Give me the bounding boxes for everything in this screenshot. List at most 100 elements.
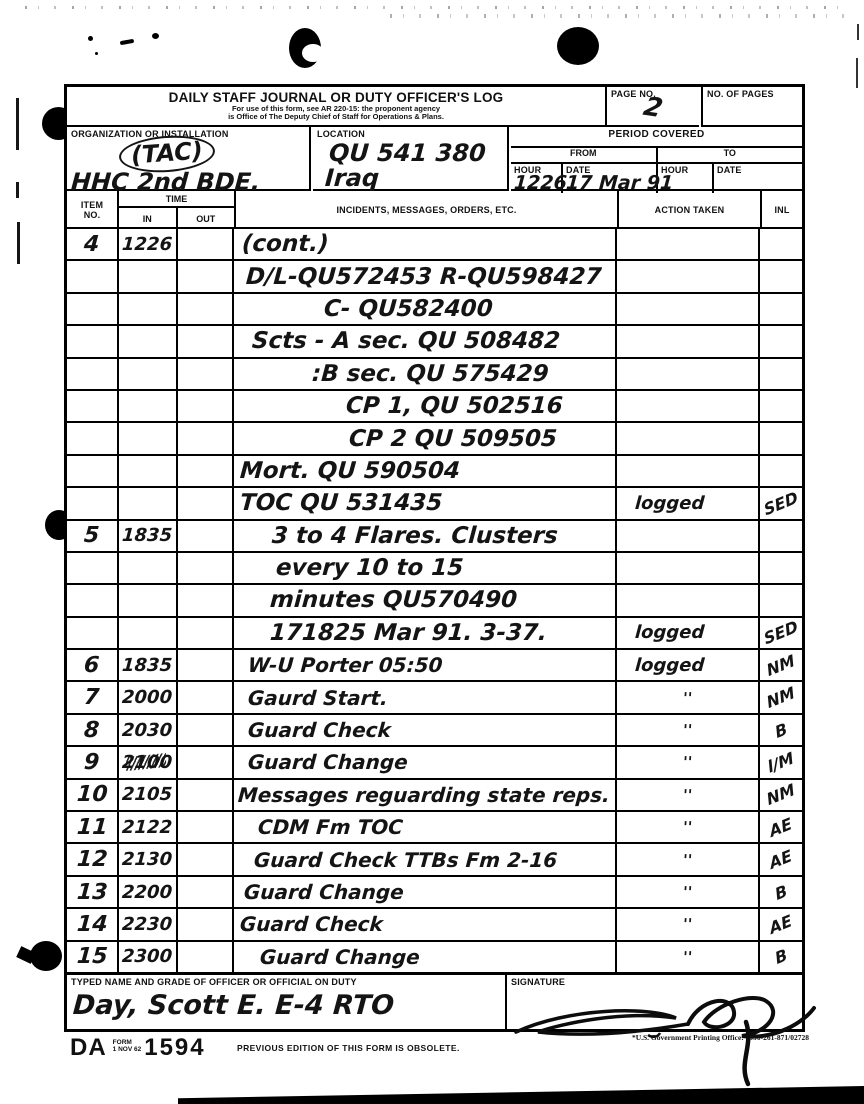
journal-rows: 4 1226 (cont.) D/L-QU572453 R-QU598427 C- QU… xyxy=(67,229,802,972)
incident-cell: Gaurd Start. xyxy=(234,682,617,713)
table-row: D/L-QU572453 R-QU598427 xyxy=(67,261,802,294)
initials-cell: B xyxy=(772,718,790,742)
from-hour-label: HOUR xyxy=(514,165,542,175)
table-row: 171825 Mar 91. 3-37. logged SED xyxy=(67,617,802,651)
time-in-cell: 2000 xyxy=(119,682,178,713)
table-header-row: ITEM NO. TIME IN OUT INCIDENTS, MESSAGES… xyxy=(67,191,802,229)
time-in-cell xyxy=(119,358,178,389)
time-in-cell xyxy=(119,488,178,519)
item-no-cell: 9 xyxy=(67,747,119,778)
time-out-cell xyxy=(178,617,234,649)
from-date-cell: DATE 17 Mar 91 xyxy=(563,164,674,194)
time-out-cell xyxy=(178,488,234,519)
initials-cell xyxy=(760,261,802,291)
time-in-cell: 1835 xyxy=(119,650,178,681)
signature-scribble xyxy=(514,995,816,1087)
time-out-cell xyxy=(178,682,234,713)
time-in-cell: 1835 xyxy=(119,520,178,551)
table-row: 4 1226 (cont.) xyxy=(67,229,802,262)
time-in-cell xyxy=(119,293,178,325)
table-row: TOC QU 531435 logged SED xyxy=(67,487,802,521)
incident-cell: TOC QU 531435 xyxy=(234,488,617,519)
period-covered-label: PERIOD COVERED xyxy=(511,127,802,148)
action-taken-cell: '' xyxy=(617,714,760,746)
scan-noise-band-top2 xyxy=(390,14,854,18)
item-no-cell: 15 xyxy=(67,941,119,972)
initials-cell: B xyxy=(772,945,790,969)
table-row: 10 2105 Messages reguarding state reps. '' N… xyxy=(67,779,802,813)
header-time: TIME IN OUT xyxy=(119,191,236,229)
signature-cell: SIGNATURE xyxy=(507,975,802,1029)
time-out-cell xyxy=(178,650,234,681)
time-in-cell: 2100 xyxy=(119,747,178,778)
initials-cell xyxy=(760,326,802,356)
item-no-cell xyxy=(67,293,119,325)
scan-speck xyxy=(152,33,159,39)
form-date: 1 NOV 62 xyxy=(112,1045,142,1053)
table-row: 15 2300 Guard Change '' B xyxy=(67,941,802,972)
item-no-cell xyxy=(67,261,119,292)
incident-cell: C- QU582400 xyxy=(234,293,617,325)
header-time-in: IN xyxy=(119,208,178,229)
time-out-cell xyxy=(178,585,234,616)
period-to-label: TO xyxy=(723,148,736,158)
table-row: 14 2230 Guard Check '' AE xyxy=(67,909,802,942)
time-out-cell xyxy=(178,423,234,454)
scan-speck xyxy=(119,38,135,46)
form-number: 1594 xyxy=(144,1034,206,1061)
action-taken-cell xyxy=(617,520,760,551)
hole-punch-mark-3 xyxy=(30,941,62,971)
action-taken-cell xyxy=(617,390,760,422)
time-out-cell xyxy=(178,293,234,325)
incident-cell: Guard Check TTBs Fm 2-16 xyxy=(234,844,617,875)
incident-cell: Guard Change xyxy=(234,876,617,908)
scan-right-mark xyxy=(856,58,858,88)
ink-blot-oval xyxy=(557,27,599,65)
time-in-cell: 2030 xyxy=(119,714,178,746)
signature-label: SIGNATURE xyxy=(511,977,566,987)
page-no-label: PAGE NO. xyxy=(611,89,656,99)
table-row: 5 1835 3 to 4 Flares. Clusters xyxy=(67,520,802,553)
header-time-label: TIME xyxy=(119,191,234,208)
header-action-taken: ACTION TAKEN xyxy=(619,191,762,229)
action-taken-cell xyxy=(617,293,760,325)
period-from-label: FROM xyxy=(511,148,658,162)
action-taken-cell: '' xyxy=(617,941,760,972)
time-out-cell xyxy=(178,326,234,357)
item-no-cell: 6 xyxy=(67,650,119,681)
item-no-cell: 5 xyxy=(67,520,119,551)
table-row: 12 2130 Guard Check TTBs Fm 2-16 '' AE xyxy=(67,844,802,877)
incident-cell: Mort. QU 590504 xyxy=(234,455,617,487)
organization-cell: ORGANIZATION OR INSTALLATION (TAC) HHC 2… xyxy=(67,127,311,196)
typed-name-cell: TYPED NAME AND GRADE OF OFFICER OR OFFIC… xyxy=(67,975,507,1029)
action-taken-cell: '' xyxy=(617,876,760,908)
item-no-cell xyxy=(67,617,119,649)
scan-speck xyxy=(95,52,98,55)
action-taken-cell xyxy=(617,229,760,260)
ink-blot-crescent xyxy=(289,28,324,68)
incident-cell: (cont.) xyxy=(234,229,617,260)
action-taken-cell xyxy=(617,455,760,487)
time-in-cell xyxy=(119,423,178,454)
form-subtitle-line1: For use of this form, see AR 220-15: the… xyxy=(231,104,441,113)
action-taken-cell: '' xyxy=(617,812,760,843)
item-no-cell xyxy=(67,390,119,422)
initials-cell xyxy=(760,391,802,421)
initials-cell: SED xyxy=(761,487,801,520)
incident-cell: Guard Check xyxy=(234,909,617,940)
no-of-pages-label: NO. OF PAGES xyxy=(707,89,774,99)
action-taken-cell xyxy=(617,326,760,357)
table-row: CP 1, QU 502516 xyxy=(67,390,802,424)
incident-cell: :B sec. QU 575429 xyxy=(234,358,617,389)
organization-label: ORGANIZATION OR INSTALLATION xyxy=(71,129,229,139)
item-no-cell: 8 xyxy=(67,714,119,746)
time-in-cell xyxy=(119,326,178,357)
location-value-country: Iraq xyxy=(324,164,381,192)
time-in-cell: 1226 xyxy=(119,229,178,260)
table-row: 7 2000 Gaurd Start. '' NM xyxy=(67,682,802,715)
scan-noise-band-top xyxy=(25,6,849,9)
action-taken-cell xyxy=(617,261,760,292)
page-no-cell: PAGE NO. 2 xyxy=(607,87,699,127)
table-row: 13 2200 Guard Change '' B xyxy=(67,876,802,910)
